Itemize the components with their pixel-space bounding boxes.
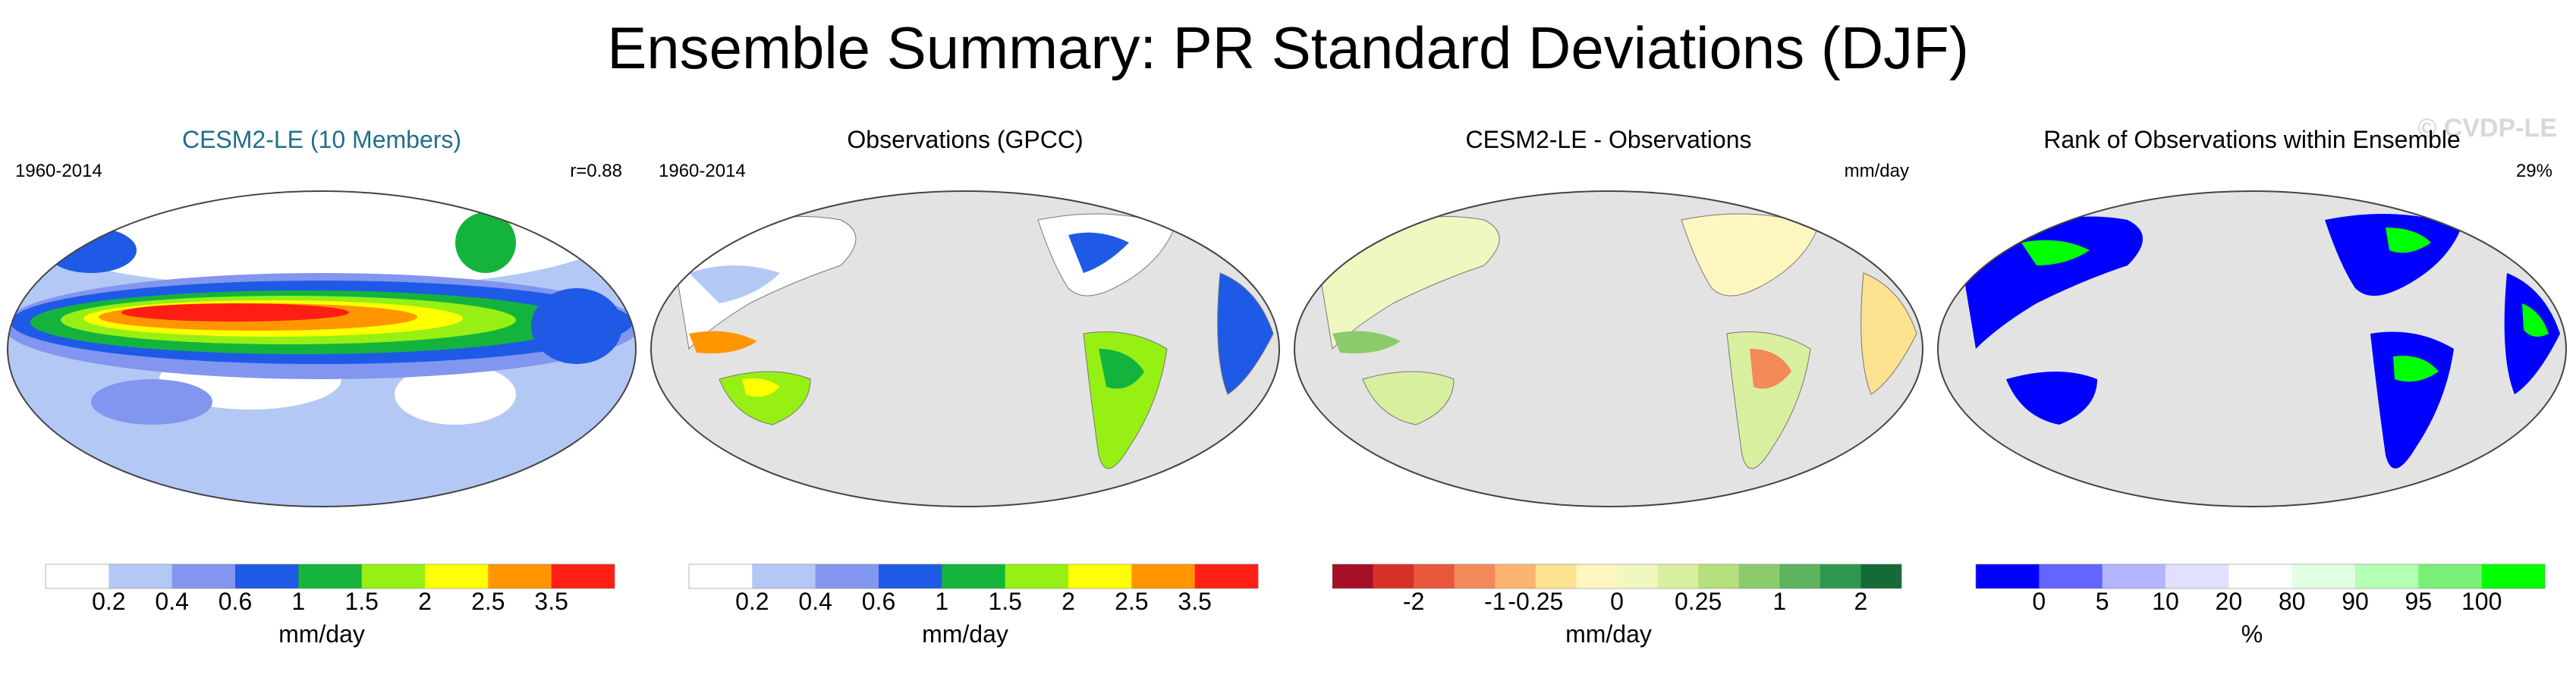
colorbar-tick-label: 1 — [291, 588, 305, 614]
colorbar-segment — [2418, 564, 2483, 588]
colorbar-segment — [1194, 564, 1259, 588]
colorbar-segment — [298, 564, 363, 588]
colorbar-segment — [46, 564, 109, 588]
colorbar-segment — [1068, 564, 1132, 588]
colorbar-unit: mm/day — [922, 620, 1008, 648]
colorbar-tick-label: 2 — [1062, 588, 1075, 614]
colorbar-segment — [752, 564, 816, 588]
colorbar-tick-label: 100 — [2461, 588, 2502, 614]
panel-rank: © CVDP-LE Rank of Observations within En… — [1930, 114, 2574, 675]
colorbar-segment — [689, 564, 753, 588]
colorbar-segment — [2102, 564, 2166, 588]
colorbar-segment — [425, 564, 489, 588]
panel-title: CESM2-LE (10 Members) — [181, 126, 462, 153]
colorbar-segment — [942, 564, 1006, 588]
map-cesm2-le — [7, 190, 637, 507]
panel-difference: CESM2-LE - Observations mm/day -2 -1 -0.25… — [1287, 114, 1930, 675]
colorbar-tick-label: -1 — [1484, 588, 1505, 614]
units-label: mm/day — [1844, 161, 1909, 181]
colorbar-tick-label: 0.4 — [798, 588, 832, 614]
colorbar-unit: mm/day — [1565, 620, 1652, 648]
colorbar-tick-label: 3.5 — [1178, 588, 1211, 614]
panel-title: Rank of Observations within Ensemble — [2043, 126, 2461, 153]
colorbar-tick-label: -2 — [1403, 588, 1424, 614]
colorbar-segment — [1373, 564, 1414, 588]
colorbar-segment — [1976, 564, 2040, 588]
colorbar-tick-label: 0.25 — [1675, 588, 1722, 614]
colorbar-segment — [171, 564, 236, 588]
colorbar-segment — [1698, 564, 1740, 588]
colorbar-segment — [235, 564, 299, 588]
colorbar-tick-label: 0 — [1610, 588, 1624, 614]
colorbar-tick-label: 0.6 — [862, 588, 895, 614]
map-rank — [1937, 190, 2567, 507]
colorbar-segment — [2291, 564, 2356, 588]
colorbar-segment — [1617, 564, 1659, 588]
percent-label: 29% — [2515, 161, 2552, 181]
colorbar-segment — [1779, 564, 1821, 588]
pattern-correlation-label: r=0.88 — [570, 161, 622, 181]
colorbar-segment — [361, 564, 426, 588]
colorbar-tick-label: 0.2 — [735, 588, 769, 614]
colorbar-segment — [2355, 564, 2419, 588]
panel-title: Observations (GPCC) — [847, 126, 1084, 153]
period-label: 1960-2014 — [659, 161, 746, 181]
figure-title: Ensemble Summary: PR Standard Deviations… — [607, 14, 1969, 81]
colorbar: -2 -1 -0.25 0 0.25 1 2 — [1332, 563, 1902, 614]
colorbar-tick-label: 95 — [2405, 588, 2433, 614]
colorbar-segment — [1820, 564, 1861, 588]
colorbar-segment — [551, 564, 615, 588]
colorbar-segment — [1738, 564, 1780, 588]
colorbar-tick-label: -0.25 — [1508, 588, 1563, 614]
map-observations — [650, 190, 1280, 507]
colorbar-segment — [2481, 564, 2546, 588]
colorbar-segment — [879, 564, 942, 588]
colorbar-tick-label: 0.4 — [155, 588, 188, 614]
colorbar-segment — [1005, 564, 1069, 588]
colorbar-tick-label: 0.6 — [219, 588, 252, 614]
colorbar-segment — [2166, 564, 2229, 588]
colorbar-tick-label: 2.5 — [471, 588, 505, 614]
colorbar-segment — [1535, 564, 1577, 588]
colorbar-tick-label: 0 — [2032, 588, 2046, 614]
colorbar-tick-label: 0.2 — [92, 588, 125, 614]
colorbar-tick-label: 5 — [2096, 588, 2109, 614]
colorbar-segment — [1576, 564, 1618, 588]
colorbar-tick-label: 3.5 — [534, 588, 568, 614]
watermark: © CVDP-LE — [2417, 114, 2557, 143]
colorbar-unit: % — [2241, 620, 2263, 648]
map-difference — [1294, 190, 1923, 507]
colorbar: 0 5 10 20 80 90 95 100 — [1975, 563, 2546, 614]
colorbar-tick-label: 10 — [2152, 588, 2179, 614]
colorbar-segment — [1332, 564, 1374, 588]
colorbar-segment — [488, 564, 552, 588]
panel-title: CESM2-LE - Observations — [1465, 126, 1752, 153]
panel-observations: Observations (GPCC) 1960-2014 0.2 0.4 0.6 1… — [643, 114, 1287, 675]
panel-cesm2-le: CESM2-LE (10 Members) 1960-2014 r=0.88 0… — [0, 114, 643, 675]
colorbar: 0.2 0.4 0.6 1 1.5 2 2.5 3.5 — [688, 563, 1259, 614]
colorbar-tick-label: 80 — [2279, 588, 2306, 614]
colorbar-segment — [1454, 564, 1496, 588]
colorbar-tick-label: 2.5 — [1115, 588, 1148, 614]
colorbar-segment — [1860, 564, 1902, 588]
colorbar-segment — [2228, 564, 2293, 588]
colorbar-tick-label: 90 — [2342, 588, 2369, 614]
colorbar-tick-label: 2 — [418, 588, 432, 614]
colorbar-segment — [1495, 564, 1536, 588]
colorbar-tick-label: 1.5 — [988, 588, 1021, 614]
colorbar-segment — [1414, 564, 1455, 588]
colorbar-segment — [109, 564, 173, 588]
period-label: 1960-2014 — [15, 161, 102, 181]
colorbar-segment — [2039, 564, 2103, 588]
colorbar-segment — [815, 564, 879, 588]
colorbar: 0.2 0.4 0.6 1 1.5 2 2.5 3.5 — [45, 563, 615, 614]
colorbar-segment — [1657, 564, 1699, 588]
colorbar-tick-label: 1 — [935, 588, 948, 614]
colorbar-tick-label: 2 — [1854, 588, 1868, 614]
colorbar-segment — [1131, 564, 1196, 588]
colorbar-tick-label: 20 — [2216, 588, 2243, 614]
colorbar-tick-label: 1 — [1772, 588, 1786, 614]
colorbar-tick-label: 1.5 — [344, 588, 378, 614]
colorbar-unit: mm/day — [278, 620, 365, 648]
